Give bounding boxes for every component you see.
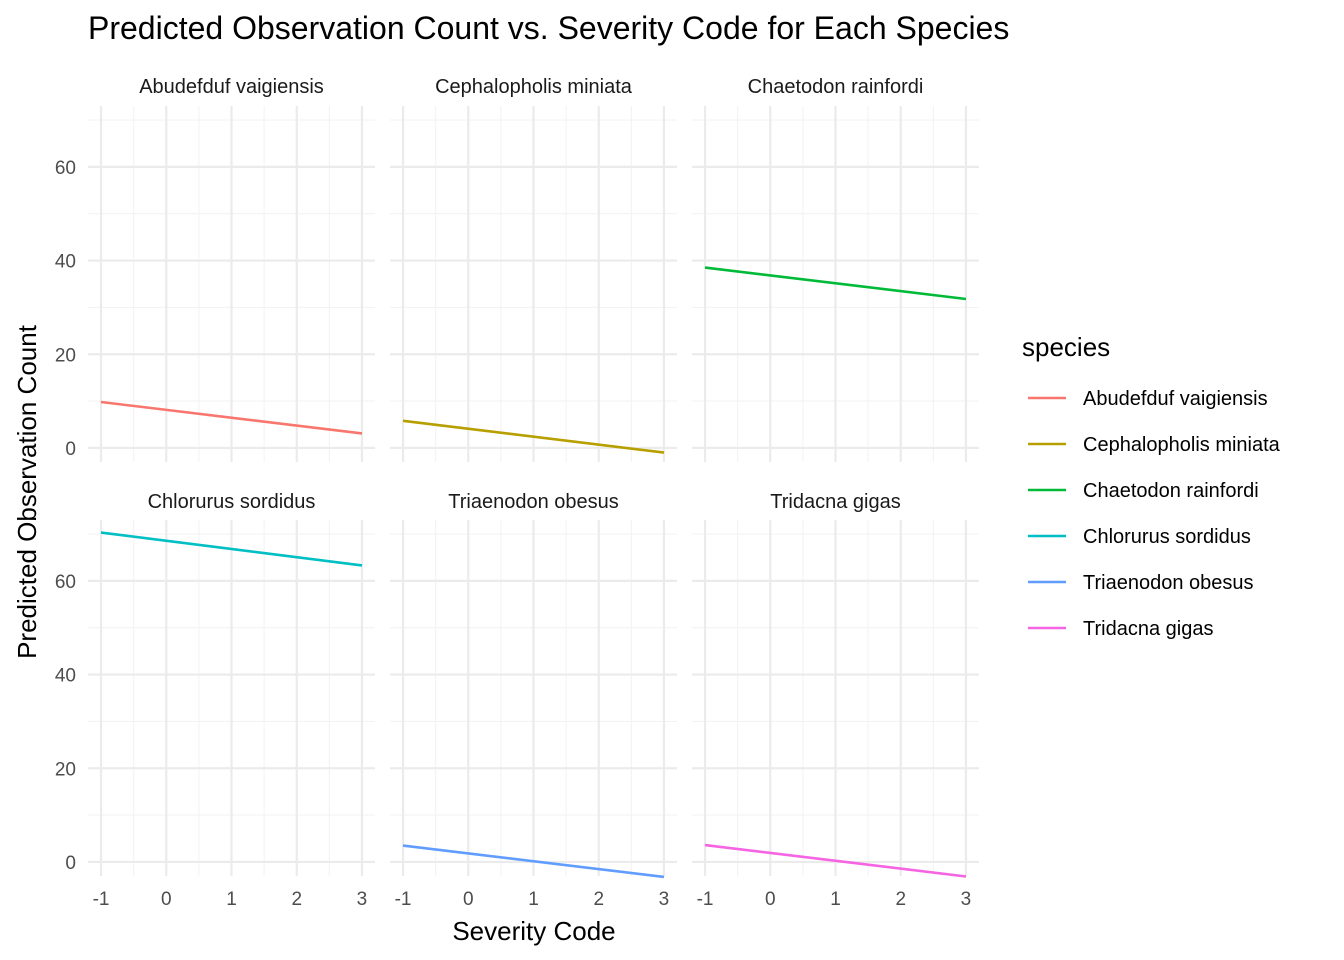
facet-panel: Abudefduf vaigiensis 0 20 40 60 [55,76,375,462]
legend-item: Chlorurus sordidus [1028,526,1251,548]
x-tick-label: 3 [659,889,670,910]
x-tick-label: 1 [528,889,539,910]
facet-panel: Triaenodon obesus -1 0 1 2 3 [390,491,677,910]
x-tick-label: 0 [765,889,776,910]
x-tick-label: 1 [226,889,237,910]
series-line [402,844,665,879]
x-tick-label: -1 [395,889,412,910]
y-tick-label: 60 [55,158,76,179]
legend-label: Abudefduf vaigiensis [1083,388,1268,410]
facet-panel: Cephalopholis miniata [390,76,677,462]
legend-label: Chaetodon rainfordi [1083,480,1259,502]
x-tick-label: -1 [697,889,714,910]
x-tick-label: 2 [593,889,604,910]
legend-label: Tridacna gigas [1083,618,1213,640]
x-tick-label: 2 [895,889,906,910]
x-tick-label: 2 [291,889,302,910]
legend-item: Chaetodon rainfordi [1028,480,1259,502]
legend-title: species [1022,332,1110,362]
x-tick-label: 0 [463,889,474,910]
facet-strip-label: Abudefduf vaigiensis [139,76,324,98]
y-tick-label: 60 [55,572,76,593]
y-tick-label: 40 [55,252,76,273]
facet-strip-label: Cephalopholis miniata [435,76,633,98]
y-tick-label: 40 [55,666,76,687]
legend-item: Abudefduf vaigiensis [1028,388,1268,410]
legend-label: Cephalopholis miniata [1083,434,1281,456]
legend: species Abudefduf vaigiensis Cephalopholi… [1022,332,1281,640]
facet-strip-label: Triaenodon obesus [448,491,619,513]
facet-panel: Tridacna gigas -1 0 1 2 3 [692,491,979,910]
facet-strip-label: Chlorurus sordidus [148,491,316,513]
y-tick-label: 0 [65,439,76,460]
legend-label: Triaenodon obesus [1083,572,1254,594]
legend-item: Triaenodon obesus [1028,572,1254,594]
x-tick-label: 3 [357,889,368,910]
x-tick-label: -1 [93,889,110,910]
legend-item: Tridacna gigas [1028,618,1213,640]
y-axis-title: Predicted Observation Count [12,324,42,659]
series-line [704,843,967,878]
chart-title: Predicted Observation Count vs. Severity… [88,10,1009,46]
x-axis-title: Severity Code [452,916,615,946]
x-tick-label: 3 [961,889,972,910]
series-line [100,400,363,435]
series-line [704,266,967,301]
legend-item: Cephalopholis miniata [1028,434,1281,456]
facet-panel: Chaetodon rainfordi [692,76,979,462]
y-tick-label: 0 [65,853,76,874]
y-tick-label: 20 [55,759,76,780]
facet-panels: Abudefduf vaigiensis0204060Cephalopholis… [55,76,979,910]
facet-strip-label: Tridacna gigas [770,491,900,513]
series-line [402,419,665,454]
legend-label: Chlorurus sordidus [1083,526,1251,548]
facet-strip-label: Chaetodon rainfordi [748,76,924,98]
series-line [100,531,363,567]
x-tick-label: 0 [161,889,172,910]
facet-panel: Chlorurus sordidus 0 20 40 60 -1 0 1 2 3 [55,491,375,910]
x-tick-label: 1 [830,889,841,910]
y-tick-label: 20 [55,345,76,366]
